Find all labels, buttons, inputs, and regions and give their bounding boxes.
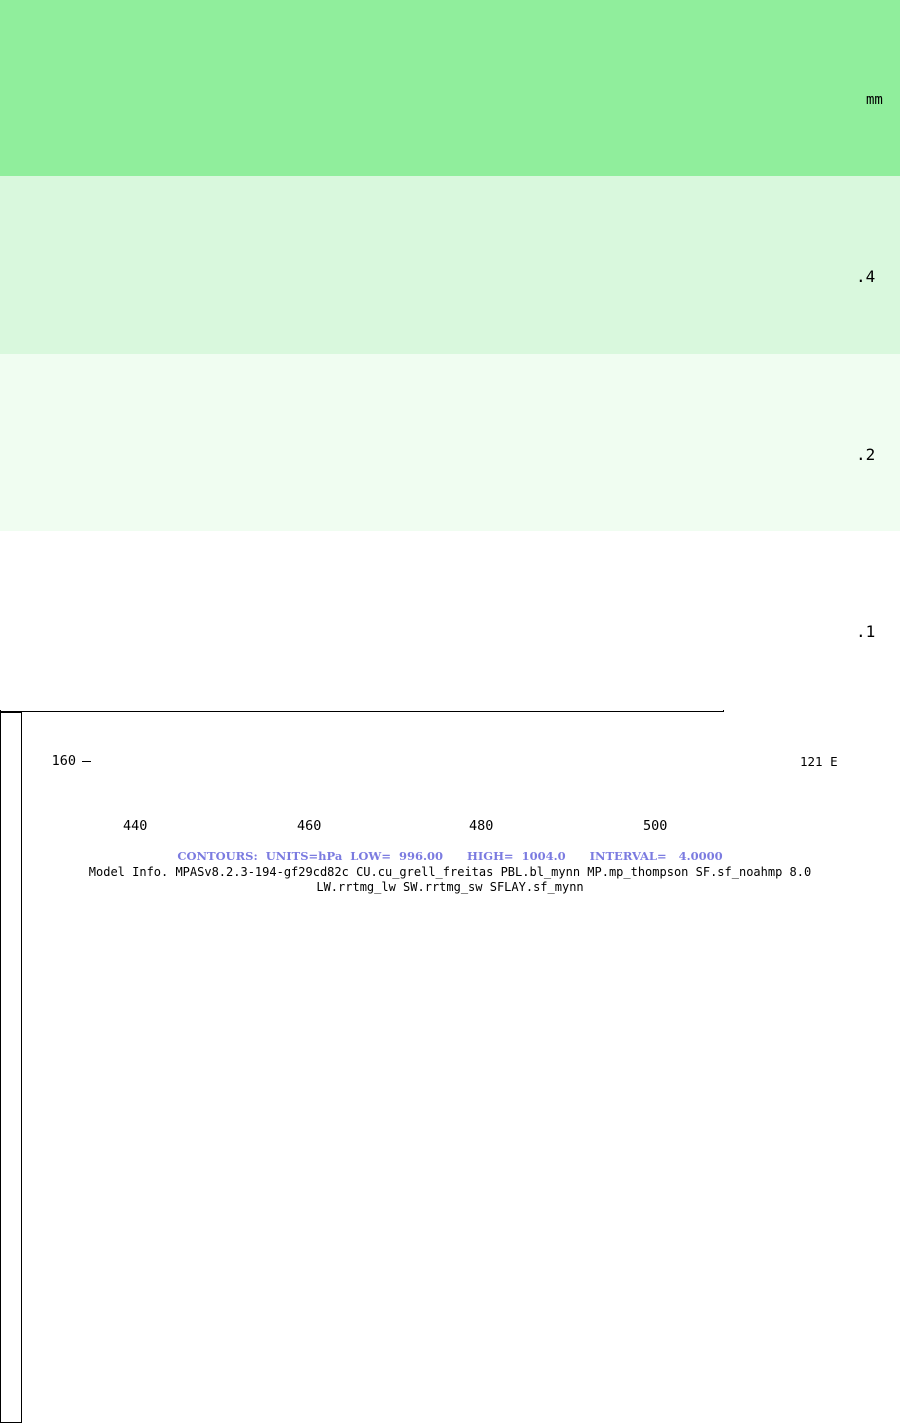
x-tick-500: 500 [643,818,668,834]
model-info-line-2: LW.rrtmg_lw SW.rrtmg_sw SFLAY.sf_mynn [316,880,584,894]
colorbar-tick-p4: .4 [856,267,876,286]
colorbar-segment-2 [0,354,900,532]
y-tick-160: 160 [51,753,76,769]
x-tick-460: 460 [297,818,322,834]
colorbar-tick-p1: .1 [856,622,876,641]
colorbar-segment-0 [0,0,900,177]
x-tick-480: 480 [469,818,494,834]
colorbar-tick-p2: .2 [856,445,876,464]
colorbar-segment-3 [0,531,900,710]
lat-label-6: 121 E [800,754,838,769]
x-tick-440: 440 [123,818,148,834]
colorbar-units: mm [866,92,883,108]
model-info: Model Info. MPASv8.2.3-194-gf29cd82c CU.… [0,865,900,895]
model-info-line-1: Model Info. MPASv8.2.3-194-gf29cd82c CU.… [88,865,812,879]
colorbar-segment-1 [0,176,900,355]
contour-info: CONTOURS: UNITS=hPa LOW= 996.00 HIGH= 10… [177,849,723,863]
y-tick-mark-160 [82,761,91,762]
